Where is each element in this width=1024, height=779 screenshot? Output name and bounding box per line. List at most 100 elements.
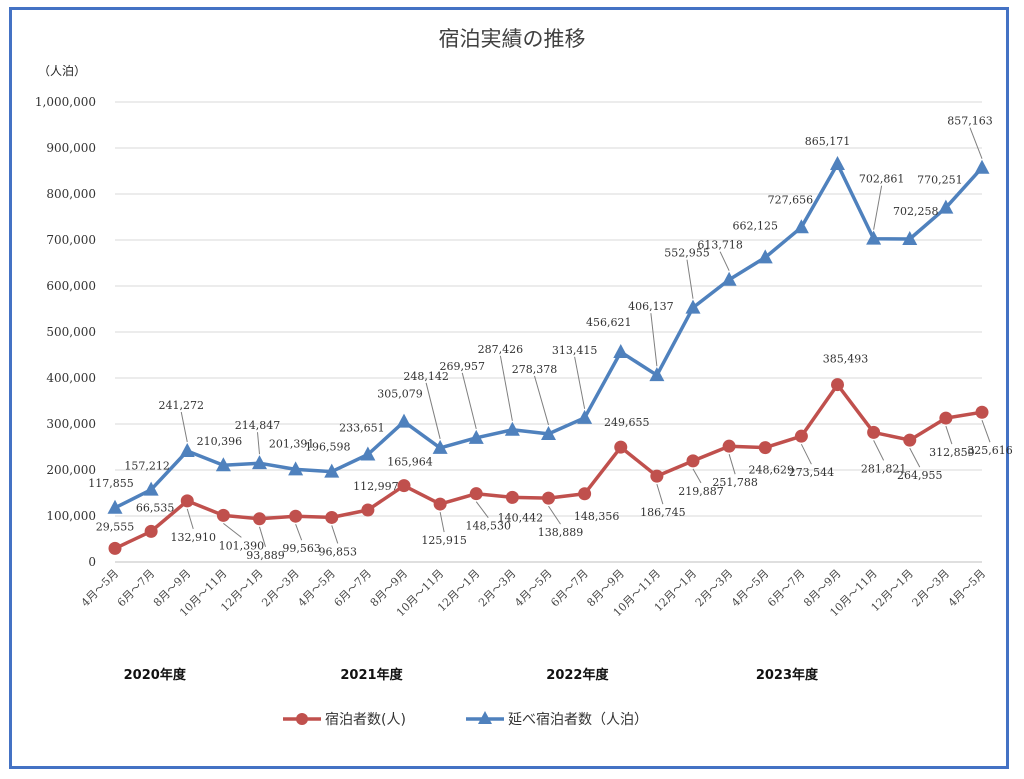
data-label: 662,125 bbox=[733, 219, 779, 232]
data-point bbox=[396, 413, 412, 428]
data-label: 248,629 bbox=[749, 464, 795, 477]
data-point bbox=[867, 425, 881, 439]
data-point bbox=[722, 439, 736, 453]
leader-line bbox=[534, 375, 549, 426]
series-line bbox=[114, 162, 984, 510]
data-point bbox=[542, 491, 555, 505]
data-label: 249,655 bbox=[604, 416, 650, 429]
data-point bbox=[902, 230, 918, 245]
data-label: 241,272 bbox=[159, 399, 205, 412]
data-point bbox=[469, 487, 483, 501]
data-point bbox=[866, 230, 882, 245]
data-point bbox=[433, 497, 447, 511]
x-tick-label: 6月～7月 bbox=[115, 567, 157, 609]
data-point bbox=[432, 439, 448, 454]
y-tick-label: 100,000 bbox=[46, 509, 96, 523]
y-tick-label: 200,000 bbox=[46, 463, 96, 477]
data-label: 214,847 bbox=[235, 419, 281, 432]
x-tick-label: 4月～5月 bbox=[79, 567, 121, 609]
y-tick-label: 800,000 bbox=[46, 187, 96, 201]
data-label: 857,163 bbox=[947, 115, 993, 128]
data-label: 210,396 bbox=[197, 435, 243, 448]
leader-line bbox=[259, 526, 266, 547]
data-label: 196,598 bbox=[305, 441, 351, 454]
fiscal-year-label: 2023年度 bbox=[756, 667, 819, 683]
data-point bbox=[252, 455, 267, 470]
data-point bbox=[468, 429, 484, 444]
x-tick-label: 4月～5月 bbox=[946, 567, 988, 609]
leader-line bbox=[548, 505, 561, 525]
data-label: 29,555 bbox=[96, 520, 135, 533]
x-axis-ticks: 4月～5月6月～7月8月～9月10月～11月12月～1月2月～3月4月～5月6月… bbox=[79, 567, 988, 619]
data-label: 148,356 bbox=[574, 510, 620, 523]
leader-line bbox=[945, 425, 953, 445]
data-label: 287,426 bbox=[478, 343, 524, 356]
data-point bbox=[831, 378, 844, 392]
y-tick-label: 500,000 bbox=[46, 325, 96, 339]
data-point bbox=[288, 461, 304, 476]
data-label: 117,855 bbox=[88, 477, 134, 490]
y-axis-ticks: 0 100,000 200,000 300,000 400,000 500,000 600,… bbox=[35, 95, 96, 569]
leader-line bbox=[873, 440, 885, 461]
data-label: 281,821 bbox=[861, 462, 907, 475]
data-label: 865,171 bbox=[805, 135, 851, 148]
data-label: 312,859 bbox=[929, 446, 975, 459]
data-point bbox=[144, 524, 158, 538]
chart-title: 宿泊実績の推移 bbox=[439, 27, 586, 51]
fiscal-year-label: 2020年度 bbox=[124, 667, 187, 683]
x-tick-label: 4月～5月 bbox=[295, 567, 337, 609]
data-label: 99,563 bbox=[282, 542, 321, 555]
data-point bbox=[180, 494, 194, 508]
leader-line bbox=[969, 127, 983, 159]
data-point bbox=[614, 440, 628, 454]
data-point bbox=[613, 343, 629, 358]
leader-line bbox=[981, 420, 991, 443]
data-label: 165,964 bbox=[387, 456, 433, 469]
data-point bbox=[143, 481, 159, 496]
data-label: 93,889 bbox=[246, 549, 285, 562]
x-tick-label: 2月～3月 bbox=[476, 567, 518, 609]
data-label: 96,853 bbox=[319, 545, 358, 558]
legend: 宿泊者数(人) 延べ宿泊者数（人泊） bbox=[283, 711, 648, 728]
data-point bbox=[324, 463, 340, 478]
data-label: 66,535 bbox=[136, 501, 175, 514]
leader-line bbox=[425, 382, 441, 439]
data-label: 770,251 bbox=[917, 174, 963, 187]
series-markers bbox=[107, 156, 990, 555]
data-point bbox=[253, 512, 266, 526]
data-label: 552,955 bbox=[664, 247, 710, 260]
leader-line bbox=[728, 454, 736, 475]
data-point bbox=[975, 405, 989, 419]
data-label: 269,957 bbox=[440, 360, 486, 373]
y-tick-label: 400,000 bbox=[46, 371, 96, 385]
label-leader-lines bbox=[180, 127, 991, 547]
data-point bbox=[216, 508, 230, 522]
data-point bbox=[974, 159, 990, 174]
y-tick-label: 700,000 bbox=[46, 233, 96, 247]
data-point bbox=[721, 271, 737, 286]
leader-line bbox=[650, 313, 658, 367]
data-label: 385,493 bbox=[823, 353, 869, 366]
data-point bbox=[578, 487, 592, 501]
leader-line bbox=[800, 443, 812, 465]
leader-line bbox=[692, 468, 702, 484]
leader-line bbox=[223, 522, 242, 538]
y-tick-label: 300,000 bbox=[46, 417, 96, 431]
data-label: 406,137 bbox=[628, 300, 674, 313]
data-point bbox=[649, 367, 665, 382]
legend-marker bbox=[296, 713, 308, 725]
data-point bbox=[577, 409, 593, 424]
x-tick-label: 6月～7月 bbox=[548, 567, 590, 609]
data-point bbox=[107, 499, 123, 514]
data-label: 233,651 bbox=[339, 422, 385, 435]
leader-line bbox=[461, 372, 477, 429]
data-point bbox=[108, 541, 122, 555]
y-tick-label: 0 bbox=[88, 555, 96, 569]
data-point bbox=[541, 425, 556, 440]
data-label: 157,212 bbox=[124, 460, 170, 473]
data-point bbox=[325, 510, 339, 524]
leader-line bbox=[686, 259, 694, 299]
data-label: 248,142 bbox=[403, 370, 449, 383]
